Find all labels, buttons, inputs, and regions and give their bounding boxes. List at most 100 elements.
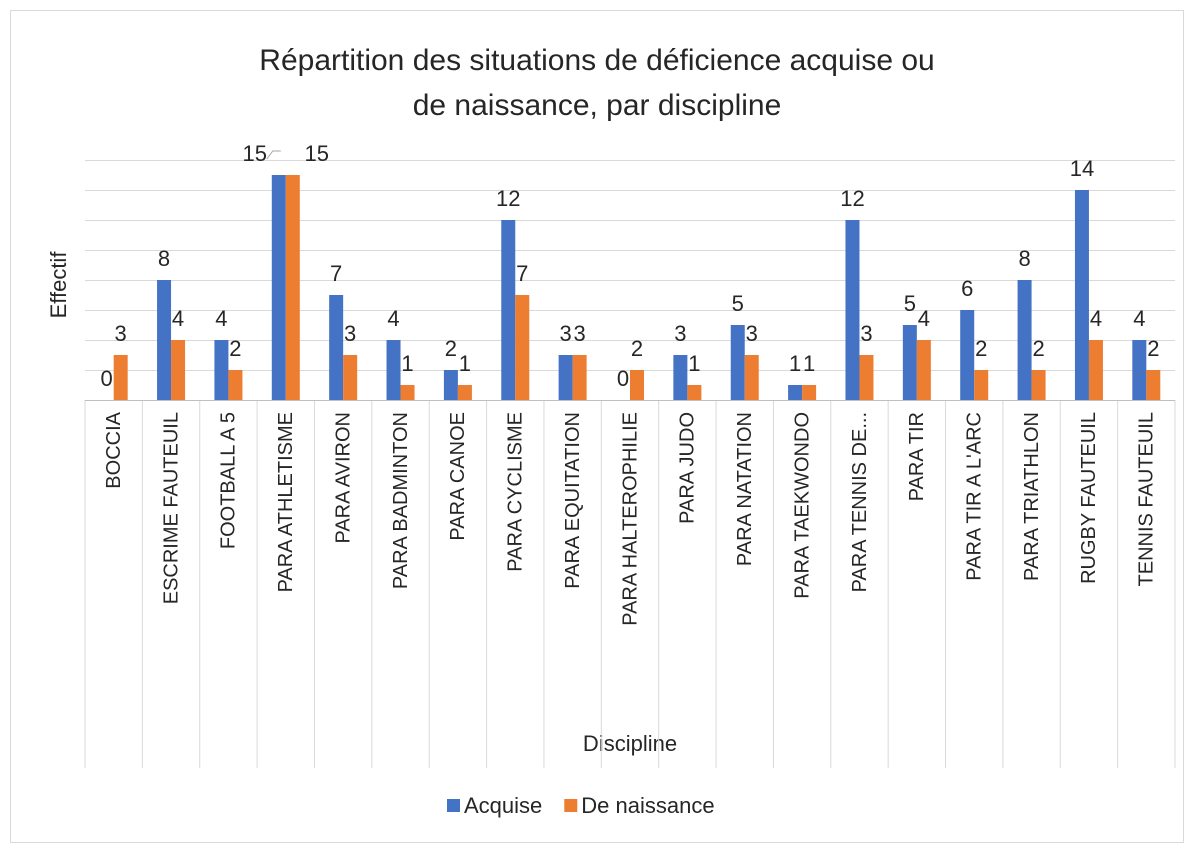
data-label: 12 bbox=[496, 186, 520, 211]
x-tick-label: PARA CANOE bbox=[447, 412, 469, 541]
data-label: 1 bbox=[688, 351, 700, 376]
bar bbox=[157, 280, 172, 400]
bar bbox=[515, 295, 530, 400]
bar bbox=[1031, 370, 1046, 400]
x-tick-label: PARA ATHLETISME bbox=[275, 412, 297, 592]
data-label: 15 bbox=[243, 141, 267, 166]
data-label: 4 bbox=[1133, 306, 1145, 331]
bar bbox=[386, 340, 401, 400]
x-tick-label: TENNIS FAUTEUIL bbox=[1136, 412, 1158, 586]
bar bbox=[214, 340, 229, 400]
data-label: 3 bbox=[674, 321, 686, 346]
data-label: 3 bbox=[344, 321, 356, 346]
bar bbox=[572, 355, 587, 400]
x-tick-label: FOOTBALL A 5 bbox=[218, 412, 240, 549]
bar bbox=[974, 370, 989, 400]
data-label: 4 bbox=[215, 306, 227, 331]
data-label: 12 bbox=[840, 186, 864, 211]
x-tick-label: PARA NATATION bbox=[734, 412, 756, 566]
data-label: 14 bbox=[1070, 156, 1094, 181]
data-label: 3 bbox=[574, 321, 586, 346]
data-label: 2 bbox=[229, 336, 241, 361]
legend-label: Acquise bbox=[464, 793, 542, 818]
bar bbox=[687, 385, 702, 400]
data-label: 15 bbox=[305, 141, 329, 166]
data-label: 4 bbox=[1090, 306, 1102, 331]
bar bbox=[558, 355, 573, 400]
legend-label: De naissance bbox=[581, 793, 714, 818]
x-tick-label: RUGBY FAUTEUIL bbox=[1078, 412, 1100, 584]
bar bbox=[501, 220, 516, 400]
bar bbox=[845, 220, 860, 400]
data-label: 3 bbox=[115, 321, 127, 346]
data-label: 8 bbox=[1018, 246, 1030, 271]
data-label: 1 bbox=[789, 351, 801, 376]
data-label: 3 bbox=[860, 321, 872, 346]
bar bbox=[343, 355, 358, 400]
bar bbox=[730, 325, 745, 400]
bar bbox=[457, 385, 472, 400]
data-label: 2 bbox=[631, 336, 643, 361]
bar bbox=[171, 340, 186, 400]
data-label: 2 bbox=[1147, 336, 1159, 361]
bar bbox=[228, 370, 243, 400]
data-label: 4 bbox=[918, 306, 930, 331]
x-tick-label: PARA JUDO bbox=[677, 412, 699, 524]
x-tick-label: PARA TAEKWONDO bbox=[791, 412, 813, 599]
x-tick-label: PARA CYCLISME bbox=[505, 412, 527, 572]
data-label: 5 bbox=[904, 291, 916, 316]
bar bbox=[902, 325, 917, 400]
bar bbox=[1088, 340, 1103, 400]
bar bbox=[960, 310, 975, 400]
legend-swatch bbox=[564, 799, 578, 812]
data-label: 0 bbox=[617, 366, 629, 391]
bar bbox=[673, 355, 688, 400]
x-tick-label: PARA TRIATHLON bbox=[1021, 412, 1043, 581]
bar bbox=[859, 355, 874, 400]
data-label: 1 bbox=[459, 351, 471, 376]
bar bbox=[1074, 190, 1089, 400]
x-tick-label: PARA HALTEROPHILIE bbox=[619, 412, 641, 626]
data-label: 8 bbox=[158, 246, 170, 271]
data-label: 5 bbox=[732, 291, 744, 316]
bar bbox=[285, 175, 300, 400]
leader-line bbox=[266, 150, 281, 160]
chart-border bbox=[10, 10, 1184, 843]
data-label: 4 bbox=[172, 306, 184, 331]
bar bbox=[630, 370, 644, 400]
bar bbox=[802, 385, 817, 400]
data-label: 2 bbox=[975, 336, 987, 361]
chart-title: Répartition des situations de déficience… bbox=[259, 44, 934, 122]
legend-swatch bbox=[447, 799, 460, 812]
data-label: 7 bbox=[330, 261, 342, 286]
x-tick-label: BOCCIA bbox=[103, 411, 125, 488]
bar bbox=[916, 340, 931, 400]
data-label: 2 bbox=[1032, 336, 1044, 361]
data-label: 3 bbox=[746, 321, 758, 346]
x-tick-label: PARA EQUITATION bbox=[562, 412, 584, 589]
bar bbox=[1132, 340, 1147, 400]
data-label: 2 bbox=[445, 336, 457, 361]
data-label: 1 bbox=[401, 351, 413, 376]
x-tick-label: PARA TIR bbox=[906, 412, 928, 501]
data-label: 7 bbox=[516, 261, 528, 286]
bar bbox=[1146, 370, 1161, 400]
x-tick-label: PARA TIR A L'ARC bbox=[963, 412, 985, 581]
bar bbox=[400, 385, 415, 400]
x-tick-label: PARA AVIRON bbox=[332, 412, 354, 544]
bar bbox=[788, 385, 803, 400]
x-tick-label: PARA BADMINTON bbox=[390, 412, 412, 589]
bar bbox=[443, 370, 458, 400]
bar bbox=[329, 295, 344, 400]
data-label: 3 bbox=[560, 321, 572, 346]
x-tick-label: PARA TENNIS DE... bbox=[849, 412, 871, 592]
y-axis-title: Effectif bbox=[46, 251, 71, 319]
x-tick-label: ESCRIME FAUTEUIL bbox=[160, 412, 182, 604]
bar bbox=[1017, 280, 1032, 400]
x-axis-title: Discipline bbox=[583, 731, 677, 756]
data-label: 6 bbox=[961, 276, 973, 301]
bar bbox=[271, 175, 286, 400]
data-label: 1 bbox=[803, 351, 815, 376]
bar bbox=[113, 355, 128, 400]
